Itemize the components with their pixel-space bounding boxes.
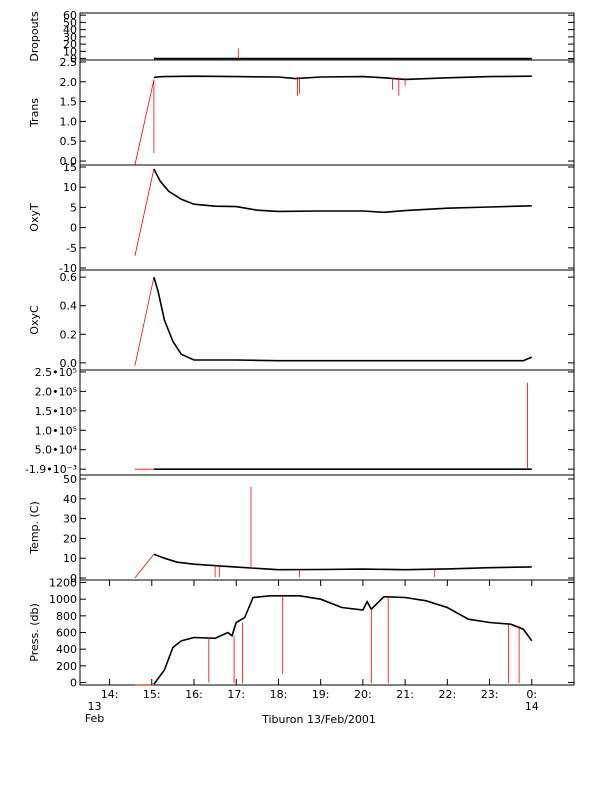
raw-line (134, 553, 155, 579)
x-tick-label: 19: (312, 688, 330, 701)
raw-line (134, 168, 155, 256)
y-tick-label: 10 (63, 45, 77, 58)
panel-7: 1200 1000 800 600 400 200 0 Press. (db) (28, 577, 575, 690)
x-tick-label: 23: (481, 688, 499, 701)
y-tick-label: 0.0 (60, 155, 78, 168)
panel-3: 15 10 5 0 -5 -10 OxyT (28, 161, 575, 275)
panel-6: 50 40 30 20 10 0 Temp. (C) (28, 473, 575, 585)
x-date-start-month: Feb (85, 712, 104, 725)
y-tick-label: 1.0•10⁵ (35, 424, 77, 437)
y-tick-label: 10 (63, 181, 77, 194)
y-tick-label: 0.6 (60, 271, 78, 284)
x-date-start-day: 13 (88, 700, 102, 713)
y-axis-label: OxyT (28, 203, 41, 232)
y-tick-label: 0 (70, 222, 77, 235)
y-tick-label: 1000 (49, 593, 77, 606)
y-tick-label: 800 (56, 610, 77, 623)
panel-frame (79, 579, 575, 686)
y-tick-label: 50 (63, 16, 77, 29)
x-tick-label: 18: (270, 688, 288, 701)
y-tick-label: 0.5 (60, 135, 78, 148)
series-line (153, 594, 533, 685)
y-tick-label: 600 (56, 627, 77, 640)
x-tick-label: 20: (354, 688, 372, 701)
raw-line (134, 277, 155, 366)
y-tick-label: 30 (63, 31, 77, 44)
panel-2: 2.5 2.0 1.5 1.0 0.5 0.0 Trans (28, 56, 575, 168)
y-tick-label: 15 (63, 161, 77, 174)
panel-frame (79, 474, 575, 581)
y-tick-label: 2.5•10⁵ (35, 366, 77, 379)
x-tick-label: 17: (227, 688, 245, 701)
y-tick-label: -5 (66, 242, 77, 255)
chart-panels: 6050403020100Dropouts2.52.01.51.00.50.0T… (25, 9, 575, 690)
y-tick-label: 2.5 (60, 56, 78, 69)
panel-frame (79, 12, 575, 61)
panel-5: 2.5•10⁵ 2.0•10⁵ 1.5•10⁵ 1.0•10⁵ 5.0•10⁴ -1.9•… (25, 366, 575, 476)
y-tick-label: 1200 (49, 577, 77, 590)
y-tick-label: 5.0•10⁴ (35, 444, 78, 457)
y-tick-label: 2.0 (60, 76, 78, 89)
y-axis-label: Trans (28, 98, 41, 128)
series-line (153, 75, 532, 81)
y-tick-label: 1.5•10⁵ (35, 405, 77, 418)
series-line (153, 168, 532, 214)
y-tick-label: 20 (63, 532, 77, 545)
y-tick-label: 0 (70, 677, 77, 690)
series-line (153, 276, 533, 362)
panel-frame (79, 164, 575, 271)
x-axis-label: Tiburon 13/Feb/2001 (261, 713, 376, 726)
y-axis-label: Dropouts (28, 11, 41, 61)
y-axis-label: Press. (db) (28, 603, 41, 662)
y-tick-label: 30 (63, 513, 77, 526)
y-axis-label: OxyC (28, 305, 41, 335)
y-tick-label: 40 (63, 24, 77, 37)
y-tick-label: 10 (63, 552, 77, 565)
y-tick-label: 0 (70, 53, 77, 66)
raw-line (134, 79, 155, 166)
y-tick-label: 0.0 (60, 357, 78, 370)
y-tick-label: 1.0 (60, 115, 78, 128)
y-tick-label: 40 (63, 493, 77, 506)
y-tick-label: 60 (63, 9, 77, 22)
y-tick-label: 0.4 (60, 300, 78, 313)
x-tick-label: 21: (396, 688, 414, 701)
y-axis-label: Temp. (C) (28, 501, 41, 555)
y-tick-label: 400 (56, 643, 77, 656)
y-tick-label: 0.2 (60, 328, 78, 341)
x-tick-label: 22: (438, 688, 456, 701)
panel-frame (79, 269, 575, 371)
y-tick-label: 1.5 (60, 96, 78, 109)
y-tick-label: 20 (63, 38, 77, 51)
x-tick-label: 0: (526, 688, 537, 701)
x-tick-label: 14: (101, 688, 119, 701)
y-tick-label: 50 (63, 473, 77, 486)
y-tick-label: -1.9•10⁻³ (25, 463, 77, 476)
y-tick-label: 2.0•10⁵ (35, 385, 77, 398)
x-tick-label: 15: (143, 688, 161, 701)
x-date-end-day: 14 (525, 700, 539, 713)
y-tick-label: 200 (56, 660, 77, 673)
panel-4: 0.6 0.4 0.2 0.0 OxyC (28, 269, 575, 371)
y-tick-label: -10 (59, 262, 77, 275)
y-tick-label: 5 (70, 201, 77, 214)
series-line (153, 553, 532, 571)
panel-frame (79, 369, 575, 476)
x-tick-label: 16: (185, 688, 203, 701)
y-tick-label: 0 (70, 572, 77, 585)
